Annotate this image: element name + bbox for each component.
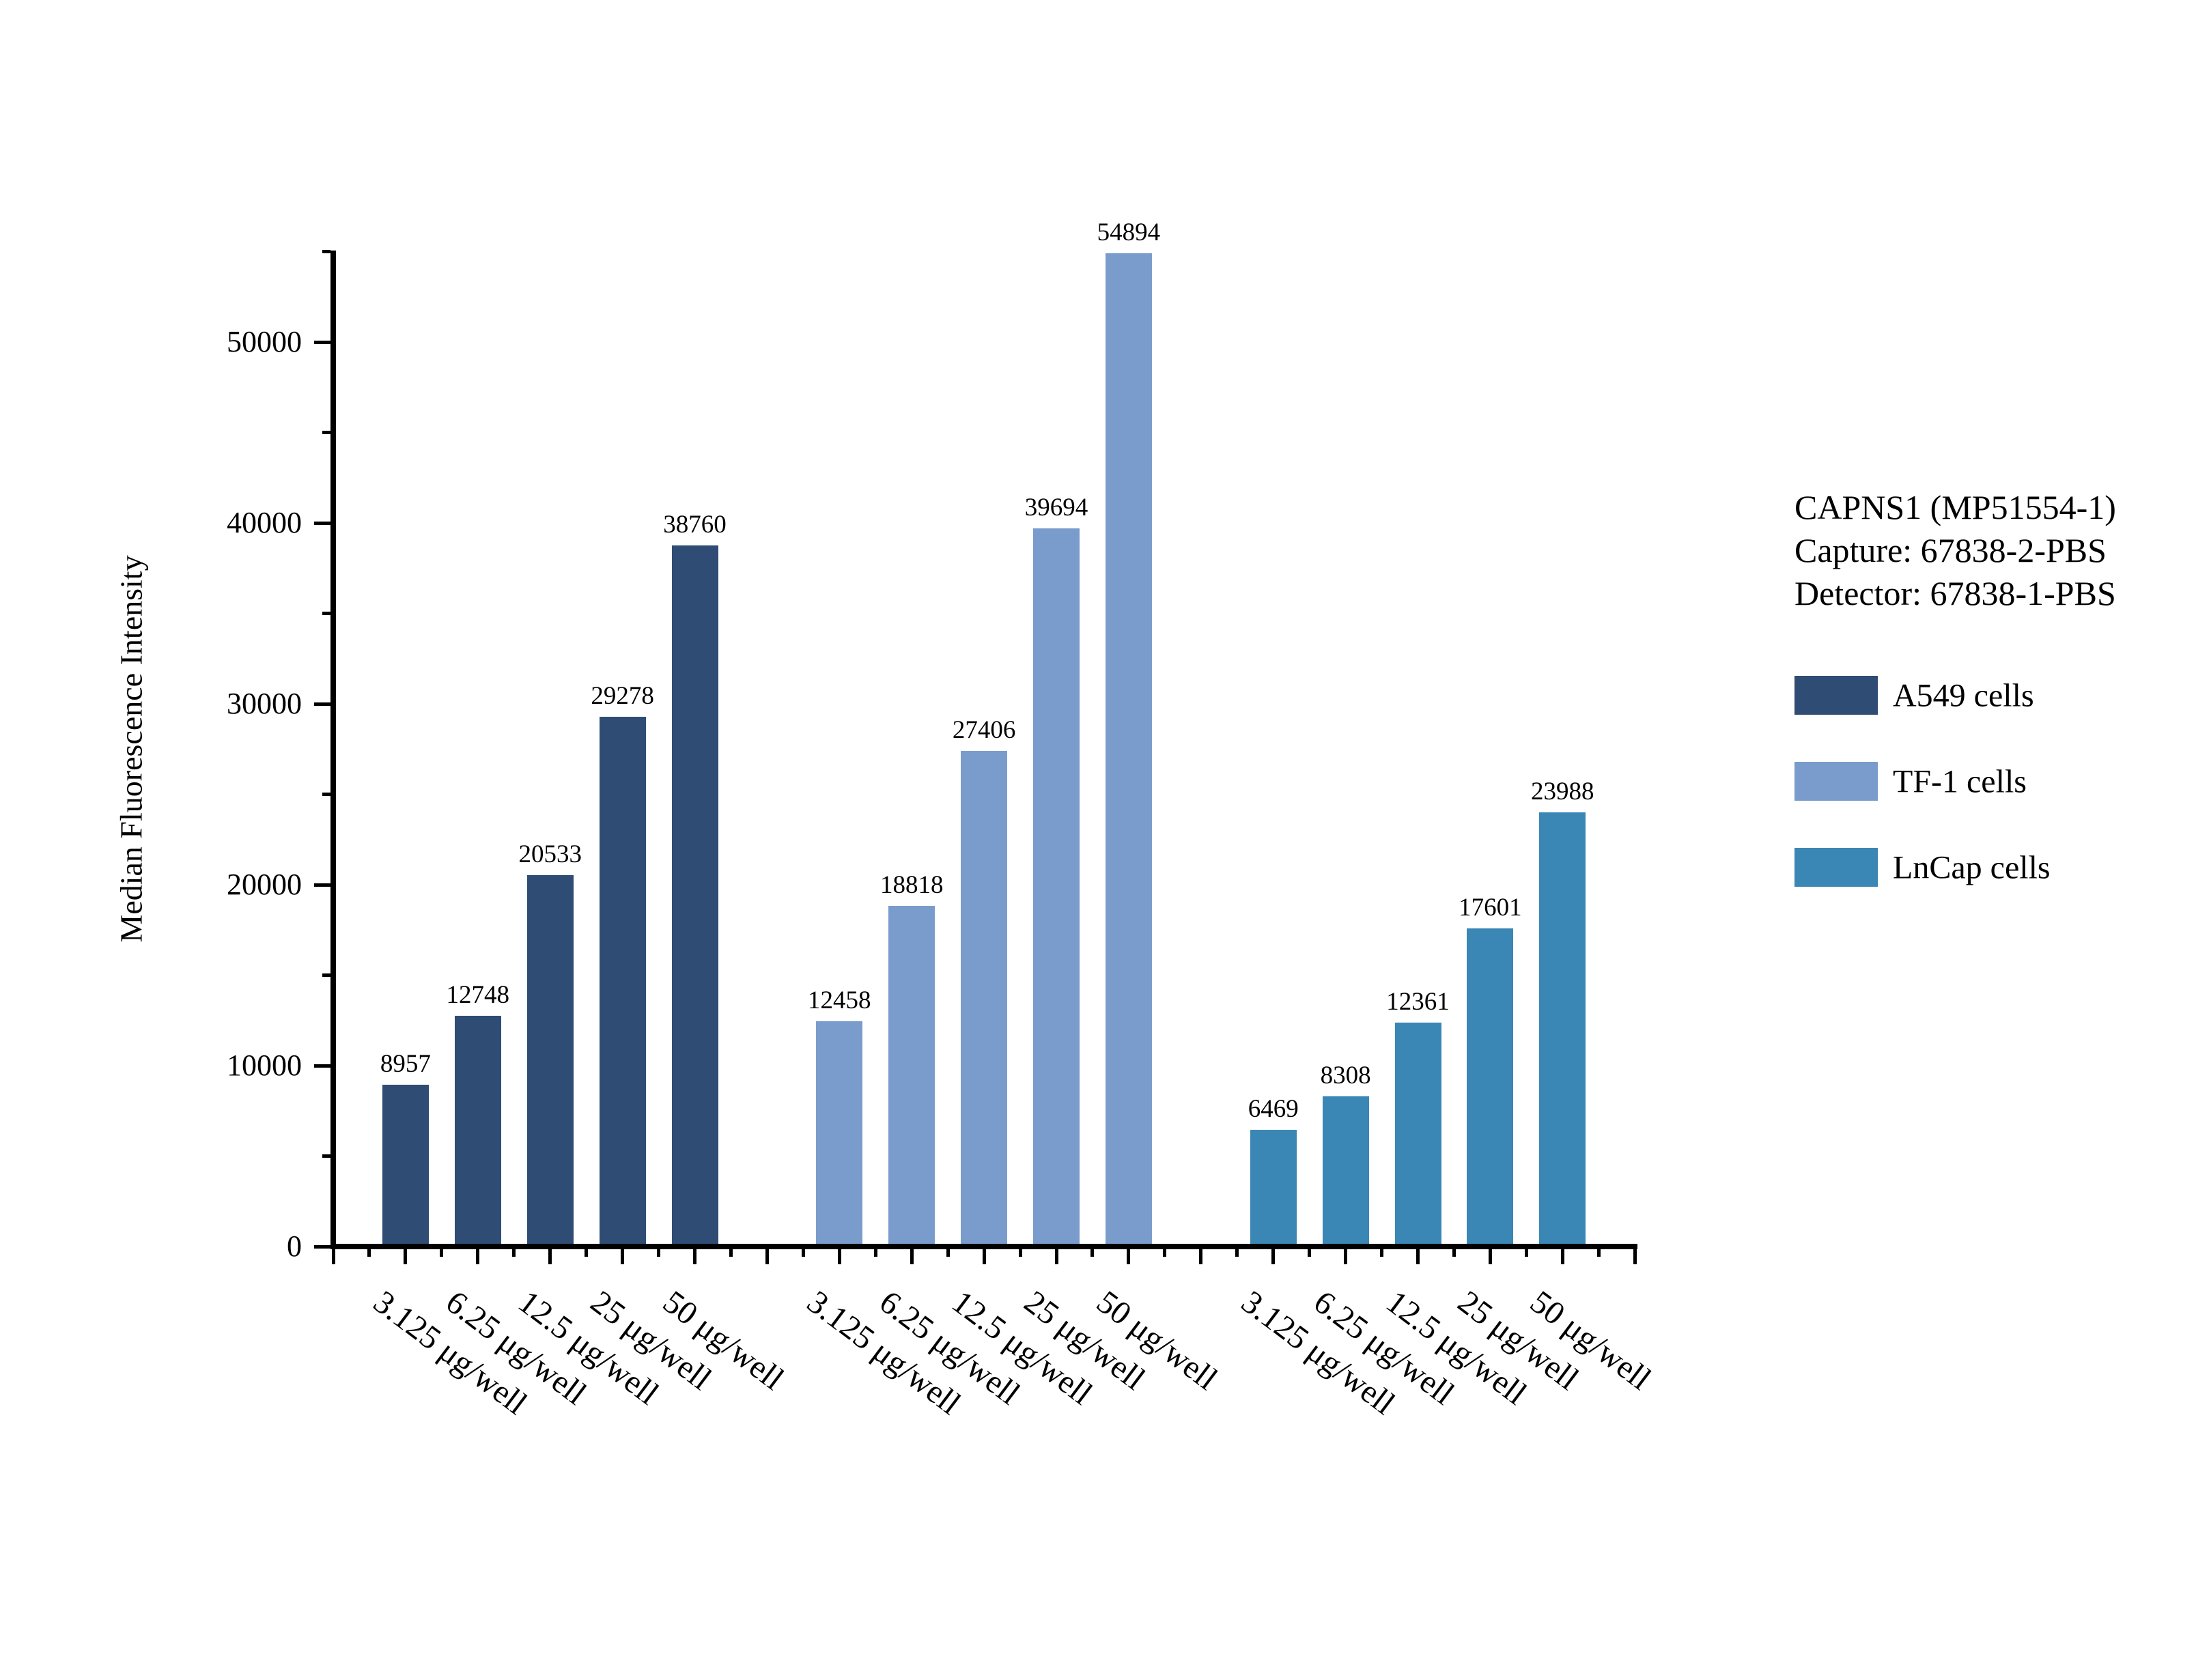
y-tick-label: 50000 (227, 325, 302, 358)
x-axis-minor-tick (1308, 1249, 1312, 1257)
y-axis-minor-tick (322, 431, 330, 434)
y-axis-major-tick (314, 340, 330, 344)
x-axis-minor-tick (729, 1249, 733, 1257)
bar-a549-6.25 (454, 1016, 501, 1247)
bar-tf-1-12.5 (961, 750, 1008, 1247)
x-axis-minor-tick (657, 1249, 661, 1257)
y-axis-minor-tick (322, 793, 330, 796)
x-axis-minor-tick (585, 1249, 589, 1257)
bar-lncap-12.5 (1394, 1023, 1441, 1247)
x-axis-minor-tick (1090, 1249, 1095, 1257)
bar-a549-12.5 (526, 874, 574, 1247)
bar-value-label: 23988 (1531, 778, 1594, 806)
legend-label-tf1: TF-1 cells (1893, 763, 2027, 799)
x-axis-major-tick (404, 1249, 408, 1264)
x-axis-minor-tick (1452, 1249, 1456, 1257)
y-axis-major-tick (314, 1064, 330, 1068)
legend-swatch-a549 (1794, 676, 1878, 715)
y-axis-major-tick (314, 521, 330, 525)
y-axis-minor-tick (322, 1154, 330, 1158)
x-axis-major-tick (1127, 1249, 1131, 1264)
y-axis-line (330, 250, 336, 1249)
x-axis-minor-tick (367, 1249, 371, 1257)
bar-value-label: 8957 (380, 1049, 431, 1078)
bar-value-label: 38760 (663, 510, 727, 539)
x-axis-major-tick (1054, 1249, 1058, 1264)
bar-value-label: 17601 (1459, 893, 1522, 922)
x-axis-major-tick (765, 1249, 769, 1264)
x-axis-minor-tick (1018, 1249, 1022, 1257)
y-axis-minor-tick (322, 250, 330, 253)
bar-value-label: 12361 (1386, 988, 1450, 1016)
x-axis-minor-tick (1235, 1249, 1239, 1257)
x-axis-minor-tick (946, 1249, 950, 1257)
bar-value-label: 12458 (808, 986, 871, 1014)
x-axis-major-tick (1560, 1249, 1564, 1264)
bar-value-label: 8308 (1320, 1061, 1371, 1090)
x-axis-major-tick (837, 1249, 841, 1264)
y-tick-label: 20000 (227, 868, 302, 901)
x-axis-major-tick (476, 1249, 480, 1264)
y-tick-label: 40000 (227, 506, 302, 539)
x-axis-major-tick (1488, 1249, 1492, 1264)
x-axis-minor-tick (1524, 1249, 1528, 1257)
bar-tf-1-25 (1033, 528, 1080, 1247)
y-axis-major-tick (314, 702, 330, 706)
x-axis-minor-tick (440, 1249, 444, 1257)
bar-lncap-50 (1539, 812, 1586, 1247)
x-axis-line (330, 1244, 1638, 1249)
y-axis-minor-tick (322, 612, 330, 615)
x-axis-minor-tick (801, 1249, 805, 1257)
legend-label-lncap: LnCap cells (1893, 849, 2051, 885)
x-axis-minor-tick (512, 1249, 516, 1257)
y-axis-title: Median Fluorescence Intensity (113, 555, 149, 943)
x-axis-minor-tick (1163, 1249, 1167, 1257)
y-tick-label: 0 (287, 1229, 302, 1263)
x-axis-major-tick (621, 1249, 625, 1264)
bar-value-label: 12748 (446, 981, 510, 1010)
x-axis-major-tick (1416, 1249, 1420, 1264)
bar-value-label: 20533 (518, 840, 582, 868)
annotation-line-1: CAPNS1 (MP51554-1) (1794, 488, 2116, 526)
x-axis-major-tick (331, 1249, 335, 1264)
bar-tf-1-6.25 (888, 906, 935, 1247)
x-axis-major-tick (693, 1249, 696, 1264)
legend-label-a549: A549 cells (1893, 677, 2034, 713)
x-axis-major-tick (982, 1249, 986, 1264)
x-axis-major-tick (1344, 1249, 1348, 1264)
x-axis-major-tick (1199, 1249, 1203, 1264)
bar-a549-25 (599, 717, 646, 1247)
x-axis-minor-tick (873, 1249, 877, 1257)
bar-value-label: 6469 (1248, 1094, 1299, 1123)
x-axis-minor-tick (1596, 1249, 1601, 1257)
legend-swatch-lncap (1794, 848, 1878, 887)
bar-a549-3.125 (382, 1084, 429, 1247)
y-axis-major-tick (314, 1244, 330, 1249)
annotation-line-3: Detector: 67838-1-PBS (1794, 574, 2116, 612)
x-axis-minor-tick (1380, 1249, 1384, 1257)
y-axis-minor-tick (322, 973, 330, 977)
annotation-block: CAPNS1 (MP51554-1) Capture: 67838-2-PBS … (1794, 486, 2116, 615)
x-axis-major-tick (910, 1249, 914, 1264)
y-tick-label: 10000 (227, 1049, 302, 1082)
y-tick-label: 30000 (227, 687, 302, 720)
bar-lncap-6.25 (1322, 1096, 1369, 1247)
legend-swatch-tf1 (1794, 762, 1878, 801)
bar-value-label: 54894 (1097, 218, 1161, 247)
y-axis-major-tick (314, 883, 330, 887)
bar-lncap-25 (1467, 928, 1514, 1247)
bar-tf-1-3.125 (816, 1021, 863, 1247)
bar-lncap-3.125 (1250, 1129, 1297, 1247)
bar-value-label: 29278 (591, 682, 654, 711)
bar-value-label: 39694 (1024, 494, 1088, 522)
x-axis-major-tick (1271, 1249, 1276, 1264)
x-axis-major-tick (1633, 1249, 1637, 1264)
bar-value-label: 27406 (952, 715, 1016, 744)
x-axis-major-tick (548, 1249, 552, 1264)
annotation-line-2: Capture: 67838-2-PBS (1794, 531, 2107, 569)
bar-a549-50 (671, 545, 718, 1247)
bar-value-label: 18818 (879, 871, 944, 900)
bar-tf-1-50 (1105, 253, 1152, 1247)
